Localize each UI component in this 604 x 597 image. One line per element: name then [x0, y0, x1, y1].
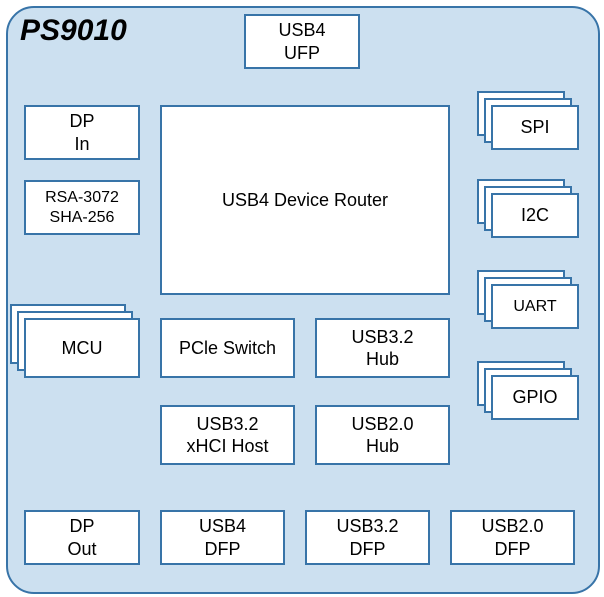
block-label-line: USB2.0: [351, 413, 413, 436]
block-label-line: Out: [67, 538, 96, 561]
block-usb32-hub: USB3.2Hub: [315, 318, 450, 378]
block-dp-in: DPIn: [24, 105, 140, 160]
block-i2c: I2C: [491, 193, 579, 238]
block-gpio: GPIO: [491, 375, 579, 420]
chip-title: PS9010: [20, 14, 127, 48]
block-label-line: DFP: [495, 538, 531, 561]
block-usb32-xhci: USB3.2xHCI Host: [160, 405, 295, 465]
block-label-line: USB3.2: [336, 515, 398, 538]
block-label-line: xHCI Host: [186, 435, 268, 458]
block-label-line: In: [74, 133, 89, 156]
block-label-line: USB3.2: [351, 326, 413, 349]
block-label-line: DFP: [350, 538, 386, 561]
block-label-line: USB3.2: [196, 413, 258, 436]
block-label-line: USB4: [278, 19, 325, 42]
block-label-line: RSA-3072: [45, 188, 119, 208]
block-rsa-sha: RSA-3072SHA-256: [24, 180, 140, 235]
block-usb20-dfp: USB2.0DFP: [450, 510, 575, 565]
block-label-line: SPI: [520, 116, 549, 139]
block-pcie-switch: PCle Switch: [160, 318, 295, 378]
block-label-line: USB4: [199, 515, 246, 538]
block-usb20-hub: USB2.0Hub: [315, 405, 450, 465]
block-usb32-dfp: USB3.2DFP: [305, 510, 430, 565]
block-spi: SPI: [491, 105, 579, 150]
block-label-line: UFP: [284, 42, 320, 65]
block-label-line: DFP: [205, 538, 241, 561]
block-label-line: PCle Switch: [179, 337, 276, 360]
block-label-line: GPIO: [512, 386, 557, 409]
block-usb4-ufp: USB4UFP: [244, 14, 360, 69]
block-uart: UART: [491, 284, 579, 329]
block-label-line: Hub: [366, 348, 399, 371]
block-label-line: Hub: [366, 435, 399, 458]
block-label-line: USB2.0: [481, 515, 543, 538]
block-usb4-router: USB4 Device Router: [160, 105, 450, 295]
block-label-line: DP: [69, 110, 94, 133]
chip-diagram: PS9010USB4UFPDPInRSA-3072SHA-256USB4 Dev…: [0, 0, 604, 597]
block-dp-out: DPOut: [24, 510, 140, 565]
block-usb4-dfp: USB4DFP: [160, 510, 285, 565]
block-mcu: MCU: [24, 318, 140, 378]
block-label-line: DP: [69, 515, 94, 538]
block-label-line: USB4 Device Router: [222, 189, 388, 212]
block-label-line: SHA-256: [50, 208, 115, 228]
block-label-line: MCU: [62, 337, 103, 360]
block-label-line: I2C: [521, 204, 549, 227]
block-label-line: UART: [513, 297, 556, 317]
